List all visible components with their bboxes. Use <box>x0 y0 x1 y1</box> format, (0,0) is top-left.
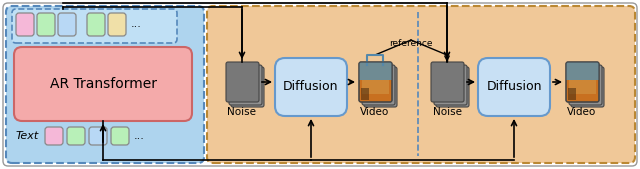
Text: Video: Video <box>568 107 596 117</box>
FancyBboxPatch shape <box>89 127 107 145</box>
Text: Noise: Noise <box>227 107 257 117</box>
Text: Diffusion: Diffusion <box>486 80 541 93</box>
Text: Diffusion: Diffusion <box>284 80 339 93</box>
FancyBboxPatch shape <box>12 9 177 43</box>
FancyBboxPatch shape <box>226 62 259 102</box>
FancyBboxPatch shape <box>14 47 192 121</box>
FancyBboxPatch shape <box>359 62 392 80</box>
FancyBboxPatch shape <box>478 58 550 116</box>
FancyBboxPatch shape <box>108 13 126 36</box>
FancyBboxPatch shape <box>67 127 85 145</box>
FancyBboxPatch shape <box>569 65 602 105</box>
FancyBboxPatch shape <box>275 58 347 116</box>
Text: Text: Text <box>16 131 39 141</box>
FancyBboxPatch shape <box>207 6 635 163</box>
FancyBboxPatch shape <box>364 67 397 107</box>
FancyBboxPatch shape <box>231 67 264 107</box>
FancyBboxPatch shape <box>431 62 464 102</box>
FancyBboxPatch shape <box>566 62 599 80</box>
FancyBboxPatch shape <box>229 65 262 105</box>
FancyBboxPatch shape <box>87 13 105 36</box>
Text: ...: ... <box>131 19 142 29</box>
Text: AR Transformer: AR Transformer <box>49 77 157 91</box>
FancyBboxPatch shape <box>361 88 369 100</box>
FancyBboxPatch shape <box>37 13 55 36</box>
FancyBboxPatch shape <box>58 13 76 36</box>
FancyBboxPatch shape <box>16 13 34 36</box>
FancyBboxPatch shape <box>45 127 63 145</box>
FancyBboxPatch shape <box>6 6 204 163</box>
FancyBboxPatch shape <box>362 80 389 94</box>
FancyBboxPatch shape <box>434 65 467 105</box>
FancyBboxPatch shape <box>359 62 392 102</box>
FancyBboxPatch shape <box>436 67 469 107</box>
FancyBboxPatch shape <box>566 62 599 102</box>
FancyBboxPatch shape <box>569 80 596 94</box>
Text: Video: Video <box>360 107 390 117</box>
Text: Noise: Noise <box>433 107 461 117</box>
FancyBboxPatch shape <box>362 65 395 105</box>
FancyBboxPatch shape <box>571 67 604 107</box>
Text: reference: reference <box>389 40 433 49</box>
FancyBboxPatch shape <box>111 127 129 145</box>
FancyBboxPatch shape <box>568 88 576 100</box>
Text: ...: ... <box>134 131 145 141</box>
